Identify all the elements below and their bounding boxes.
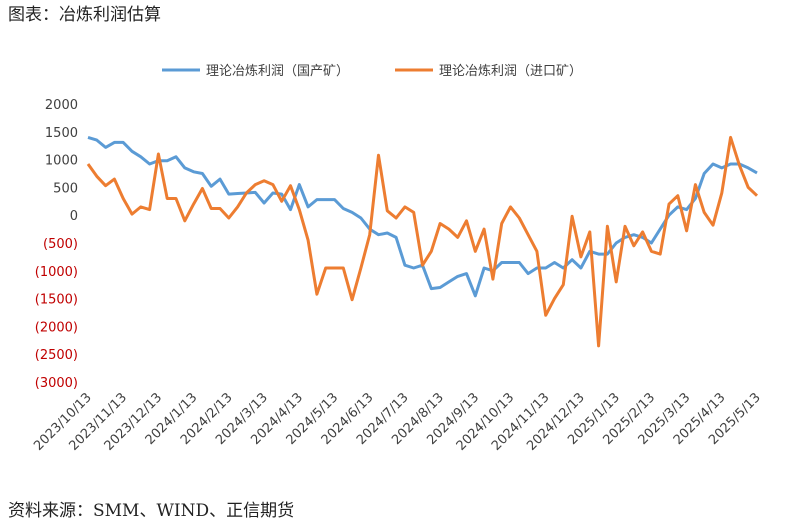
source: 资料来源：SMM、WIND、正信期货 [8, 501, 294, 521]
chart-title: 图表：冶炼利润估算 [8, 5, 161, 25]
series-line [86, 135, 759, 348]
y-tick-label: 500 [53, 181, 78, 196]
y-tick-label: (500) [43, 237, 78, 252]
y-tick-label: (2000) [35, 320, 78, 335]
y-tick-label: (1000) [35, 265, 78, 280]
y-tick-label: 0 [70, 209, 78, 224]
legend-label: 理论冶炼利润（国产矿） [206, 64, 349, 79]
y-tick-label: (1500) [35, 293, 78, 308]
y-tick-label: 1000 [45, 154, 78, 169]
legend-label: 理论冶炼利润（进口矿） [439, 64, 582, 79]
y-tick-label: 1500 [45, 126, 78, 141]
y-tick-label: (2500) [35, 348, 78, 363]
y-tick-label: (3000) [35, 376, 78, 391]
y-tick-label: 2000 [45, 98, 78, 113]
